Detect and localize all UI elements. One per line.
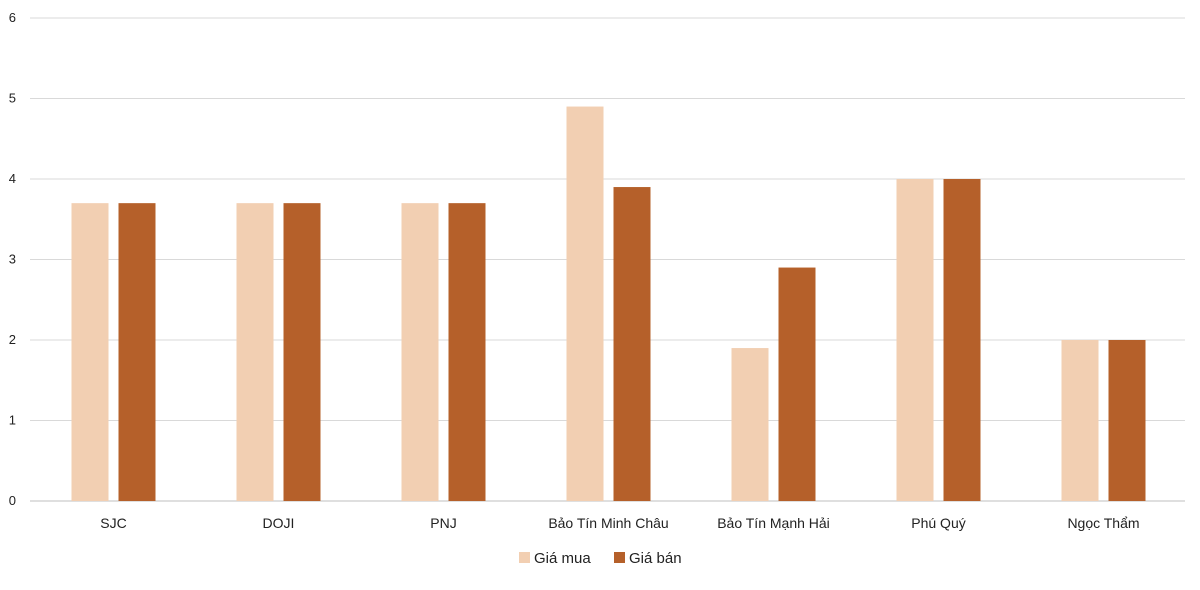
y-tick-label: 0 <box>9 493 16 508</box>
x-tick-label: PNJ <box>430 515 456 531</box>
x-tick-label: Phú Quý <box>911 515 965 531</box>
x-tick-label: Bảo Tín Mạnh Hải <box>717 515 830 531</box>
y-axis-ticks: 0 1 2 3 4 5 6 <box>9 10 16 508</box>
y-tick-label: 2 <box>9 332 16 347</box>
bar-gia-ban <box>943 179 981 501</box>
legend-label: Giá mua <box>534 550 591 567</box>
gridlines <box>30 17 1185 502</box>
bar-gia-mua <box>401 203 439 501</box>
legend: Giá mua Giá bán <box>519 550 682 567</box>
x-axis-ticks: SJC DOJI PNJ Bảo Tín Minh Châu Bảo Tín Mạnh … <box>100 515 1139 531</box>
y-tick-label: 6 <box>9 10 16 25</box>
bar-gia-ban <box>613 187 651 502</box>
bar-gia-mua <box>1061 340 1099 501</box>
bar-gia-ban <box>283 203 321 501</box>
bar-gia-mua <box>236 203 274 501</box>
bars <box>71 106 1146 502</box>
bar-gia-ban <box>1108 340 1146 501</box>
x-tick-label: Bảo Tín Minh Châu <box>548 515 668 531</box>
legend-swatch <box>614 552 625 563</box>
y-tick-label: 1 <box>9 413 16 428</box>
bar-gia-mua <box>731 348 769 501</box>
x-tick-label: DOJI <box>263 515 295 531</box>
bar-gia-ban <box>118 203 156 501</box>
x-tick-label: SJC <box>100 515 126 531</box>
x-tick-label: Ngọc Thẩm <box>1067 515 1139 531</box>
legend-swatch <box>519 552 530 563</box>
y-tick-label: 3 <box>9 252 16 267</box>
bar-gia-mua <box>71 203 109 501</box>
bar-gia-ban <box>778 267 816 501</box>
y-tick-label: 5 <box>9 91 16 106</box>
bar-gia-mua <box>896 179 934 501</box>
bar-gia-ban <box>448 203 486 501</box>
y-tick-label: 4 <box>9 171 16 186</box>
legend-label: Giá bán <box>629 550 682 567</box>
bar-gia-mua <box>566 106 604 502</box>
